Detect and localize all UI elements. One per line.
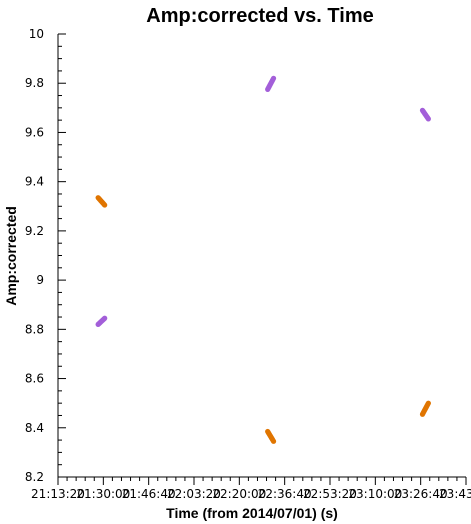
- x-axis-ticks: 21:13:2021:30:0021:46:4022:03:2022:20:00…: [31, 477, 471, 501]
- data-point: [425, 116, 431, 122]
- y-tick-label: 8.6: [25, 372, 44, 386]
- y-tick-label: 9.6: [25, 125, 44, 139]
- y-tick-label: 10: [29, 27, 44, 41]
- chart-title: Amp:corrected vs. Time: [146, 5, 374, 27]
- x-axis-label: Time (from 2014/07/01) (s): [166, 505, 338, 521]
- y-tick-label: 8.2: [25, 470, 44, 484]
- series-0: [95, 75, 431, 328]
- data-point: [102, 202, 108, 208]
- y-tick-label: 9.2: [25, 224, 44, 238]
- series-1: [95, 195, 431, 444]
- y-axis-label: Amp:corrected: [3, 206, 19, 306]
- y-tick-label: 9.8: [25, 76, 44, 90]
- x-tick-label: 23:43:20: [439, 487, 471, 501]
- data-point: [102, 315, 108, 321]
- x-tick-label: 21:46:40: [122, 487, 176, 501]
- x-tick-label: 23:26:40: [394, 487, 448, 501]
- x-tick-label: 22:53:20: [303, 487, 357, 501]
- data-points: [95, 75, 431, 444]
- x-tick-label: 22:03:20: [167, 487, 221, 501]
- y-tick-label: 9.4: [25, 175, 44, 189]
- y-tick-label: 8.4: [25, 421, 44, 435]
- x-tick-label: 21:30:00: [76, 487, 130, 501]
- x-tick-label: 22:20:00: [212, 487, 266, 501]
- y-tick-label: 8.8: [25, 322, 44, 336]
- y-tick-label: 9: [36, 273, 44, 287]
- data-point: [270, 75, 277, 81]
- x-tick-label: 21:13:20: [31, 487, 85, 501]
- x-tick-label: 23:10:00: [348, 487, 402, 501]
- y-axis-ticks: 8.2 8.4 8.6 8.8 9 9.2 9.4 9.6 9.8 10: [25, 27, 66, 484]
- data-point: [270, 438, 277, 444]
- data-point: [425, 400, 431, 406]
- x-tick-label: 22:36:40: [258, 487, 312, 501]
- axes: [57, 34, 466, 478]
